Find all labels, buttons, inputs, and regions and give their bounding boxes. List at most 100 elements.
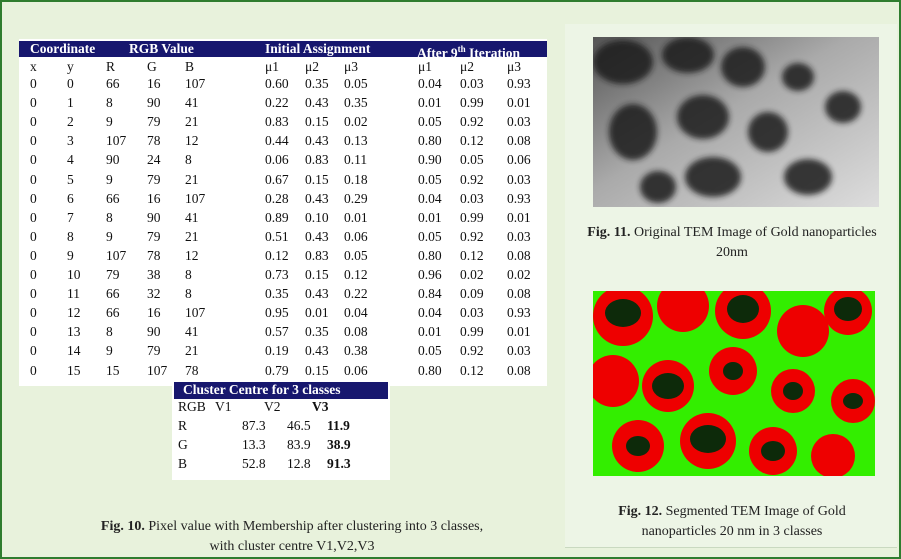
- table-cell: 0: [30, 172, 37, 188]
- group-header: Coordinate: [30, 41, 95, 57]
- table-cell: 3: [67, 133, 74, 149]
- table-cell: 107: [106, 248, 126, 264]
- table-cell: 0.05: [418, 114, 442, 130]
- table-cell: 11: [67, 286, 80, 302]
- table-cell: 0.80: [418, 363, 442, 379]
- table-cell: 32: [147, 286, 161, 302]
- table-cell: 0.83: [305, 248, 329, 264]
- table-cell: 0.43: [305, 286, 329, 302]
- table-cell: 6: [67, 191, 74, 207]
- table-cell: 0.02: [460, 267, 484, 283]
- table-cell: 0.73: [265, 267, 289, 283]
- table-cell: 90: [147, 324, 161, 340]
- table-cell: 90: [147, 210, 161, 226]
- table-cell: 0.06: [344, 229, 368, 245]
- table-cell: 107: [185, 191, 205, 207]
- table-cell: 0.96: [418, 267, 442, 283]
- table-cell: 0: [30, 324, 37, 340]
- table-cell: 90: [106, 152, 120, 168]
- table-cell: 0.05: [344, 248, 368, 264]
- table-cell: 0: [30, 286, 37, 302]
- table-cell: 107: [185, 76, 205, 92]
- table-cell: 0.12: [344, 267, 368, 283]
- table-cell: 0.05: [418, 229, 442, 245]
- table-cell: 0.22: [344, 286, 368, 302]
- table-cell: 0.03: [507, 114, 531, 130]
- table-cell: 79: [147, 114, 161, 130]
- table-cell: 0.60: [265, 76, 289, 92]
- table-cell: 91.3: [327, 456, 351, 472]
- table-cell: 0.04: [418, 191, 442, 207]
- table-cell: 0.09: [460, 286, 484, 302]
- table-cell: 0.01: [344, 210, 368, 226]
- group-header: Initial Assignment: [265, 41, 370, 57]
- table-cell: 0.12: [460, 248, 484, 264]
- table-cell: B: [178, 456, 187, 472]
- column-header: x: [30, 59, 37, 75]
- table-cell: 46.5: [287, 418, 311, 434]
- table-cell: 0.93: [507, 305, 531, 321]
- table-cell: 0.01: [305, 305, 329, 321]
- table-cell: 0.43: [305, 229, 329, 245]
- table-cell: 41: [185, 324, 199, 340]
- table-cell: 0.03: [507, 229, 531, 245]
- table-cell: 0.29: [344, 191, 368, 207]
- table-cell: 0.08: [507, 133, 531, 149]
- caption: Fig. 11. Original TEM Image of Gold nano…: [587, 223, 877, 263]
- header-text: th: [458, 44, 466, 54]
- column-header: y: [67, 59, 74, 75]
- column-header: μ2: [460, 59, 474, 75]
- table-cell: 9: [106, 114, 113, 130]
- column-header: μ1: [265, 59, 279, 75]
- table-cell: 0.02: [344, 114, 368, 130]
- table-cell: 0: [30, 152, 37, 168]
- table-cell: 7: [67, 210, 74, 226]
- table-cell: 0: [30, 210, 37, 226]
- table-cell: 10: [67, 267, 81, 283]
- table-cell: 15: [106, 363, 120, 379]
- table-cell: 0.22: [265, 95, 289, 111]
- cluster-title: Cluster Centre for 3 classes: [183, 382, 340, 398]
- table-cell: 16: [147, 76, 161, 92]
- table-cell: 8: [106, 324, 113, 340]
- table-cell: 0.15: [305, 172, 329, 188]
- table-cell: 0.84: [418, 286, 442, 302]
- table-cell: 0.12: [460, 133, 484, 149]
- table-cell: 0.15: [305, 363, 329, 379]
- table-cell: 12: [67, 305, 81, 321]
- table-cell: 0.79: [265, 363, 289, 379]
- table-cell: 0.92: [460, 172, 484, 188]
- table-cell: 0.28: [265, 191, 289, 207]
- table-cell: 4: [67, 152, 74, 168]
- table-cell: 2: [67, 114, 74, 130]
- table-cell: 0.05: [418, 343, 442, 359]
- table-cell: 13.3: [242, 437, 266, 453]
- table-cell: 0: [30, 76, 37, 92]
- tem-image: [593, 37, 879, 207]
- column-header: μ3: [507, 59, 521, 75]
- column-header: μ2: [305, 59, 319, 75]
- table-cell: 78: [185, 363, 199, 379]
- table-cell: 8: [106, 210, 113, 226]
- table-cell: 0.05: [460, 152, 484, 168]
- table-cell: 0.01: [507, 95, 531, 111]
- table-cell: 0.92: [460, 114, 484, 130]
- table-cell: 38.9: [327, 437, 351, 453]
- table-cell: 0.04: [418, 76, 442, 92]
- table-cell: 0: [30, 305, 37, 321]
- table-cell: 0.05: [418, 172, 442, 188]
- column-header: RGB: [178, 399, 206, 415]
- table-cell: 0.95: [265, 305, 289, 321]
- table-cell: 21: [185, 343, 199, 359]
- table-cell: 0.03: [460, 76, 484, 92]
- table-cell: 0.57: [265, 324, 289, 340]
- table-cell: 9: [106, 229, 113, 245]
- table-cell: 0.01: [507, 210, 531, 226]
- column-header: R: [106, 59, 115, 75]
- table-cell: 0.18: [344, 172, 368, 188]
- table-cell: 0.90: [418, 152, 442, 168]
- table-cell: 8: [67, 229, 74, 245]
- table-cell: 0.06: [507, 152, 531, 168]
- table-cell: 0.08: [344, 324, 368, 340]
- table-cell: 0: [30, 343, 37, 359]
